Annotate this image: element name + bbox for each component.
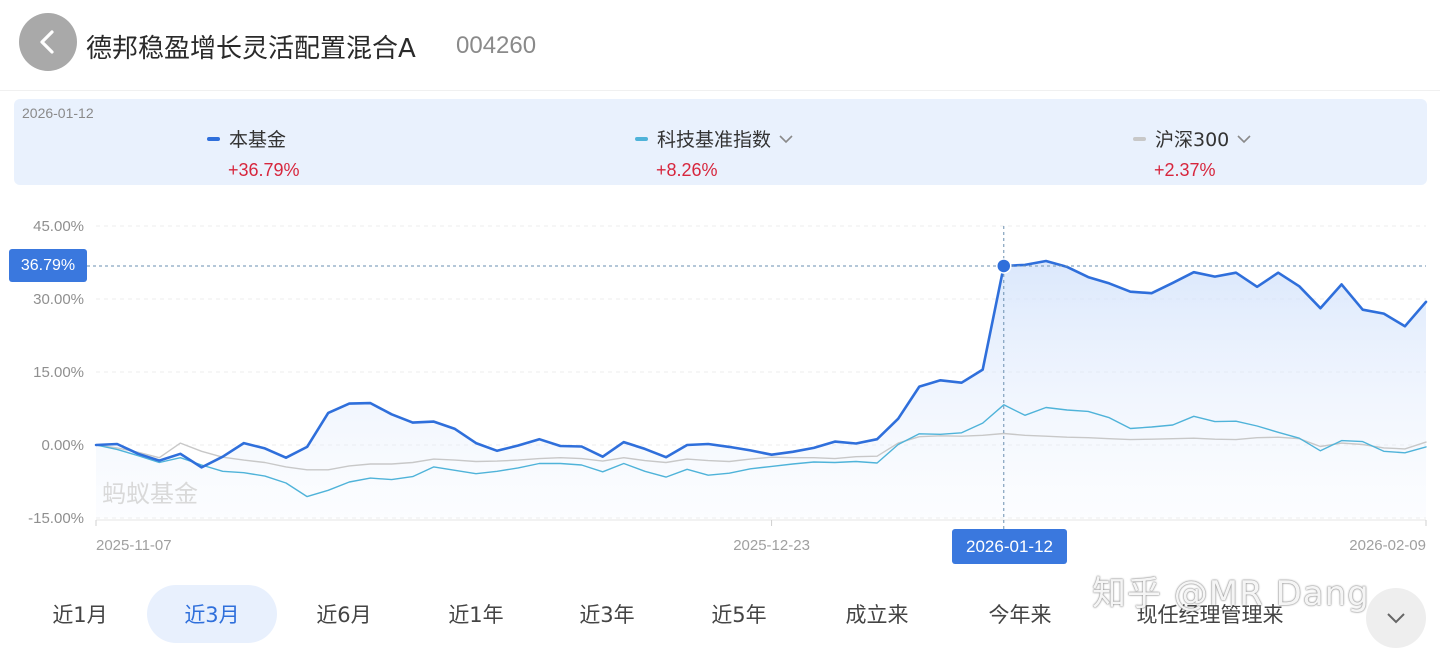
chevron-down-icon: [1387, 613, 1405, 624]
crosshair-date-label: 2026-01-12: [952, 529, 1067, 564]
chart-watermark: 蚂蚁基金: [102, 480, 198, 508]
x-tick-label: 2026-02-09: [1349, 537, 1426, 554]
y-tick-label: 15.00%: [33, 364, 84, 381]
tab-1y[interactable]: 近1年: [448, 603, 504, 627]
series-line-csi300: [95, 432, 1427, 471]
legend-label: 科技基准指数: [657, 129, 772, 151]
series-line-fund: [94, 259, 1428, 469]
crosshair-value-label: 36.79%: [9, 249, 87, 282]
legend-swatch: [207, 136, 220, 141]
tab-1m[interactable]: 近1月: [52, 603, 108, 627]
divider: [0, 90, 1440, 91]
y-tick-label: 0.00%: [41, 437, 84, 454]
legend-value: +2.37%: [1154, 160, 1216, 180]
legend-date: 2026-01-12: [22, 105, 94, 121]
fund-code: 004260: [456, 32, 537, 59]
tab-3y[interactable]: 近3年: [579, 603, 635, 627]
x-tick-label: 2025-12-23: [733, 537, 810, 554]
x-tick-label: 2025-11-07: [96, 537, 172, 554]
more-periods-button[interactable]: [1366, 588, 1426, 648]
back-button[interactable]: [19, 13, 77, 71]
legend-swatch: [1133, 136, 1146, 141]
y-tick-label: -15.00%: [28, 510, 84, 527]
legend-value: +8.26%: [656, 160, 718, 180]
legend-value: +36.79%: [228, 160, 300, 180]
chevron-left-icon: [40, 30, 54, 54]
legend-item-csi300[interactable]: 沪深300 +2.37%: [1133, 125, 1251, 181]
crosshair-point: [996, 258, 1012, 274]
tab-since-inception[interactable]: 成立来: [845, 603, 909, 627]
series-line-tech-benchmark: [95, 404, 1427, 498]
chevron-down-icon[interactable]: [779, 134, 793, 144]
legend-label: 本基金: [229, 129, 287, 151]
tab-ytd[interactable]: 今年来: [988, 603, 1052, 627]
fund-title: 德邦稳盈增长灵活配置混合A: [86, 34, 416, 64]
tab-current-manager[interactable]: 现任经理管理来: [1136, 603, 1284, 627]
legend-item-tech-benchmark[interactable]: 科技基准指数 +8.26%: [635, 125, 793, 181]
fund-area-fill: [96, 261, 1426, 518]
zhihu-watermark: 知乎 @MR Dang: [1092, 574, 1370, 614]
tab-3m[interactable]: 近3月: [147, 585, 277, 643]
y-tick-label: 30.00%: [33, 291, 84, 308]
chevron-down-icon[interactable]: [1237, 134, 1251, 144]
header-bar: 德邦稳盈增长灵活配置混合A 004260: [0, 0, 1440, 90]
y-tick-label: 45.00%: [33, 218, 84, 235]
tab-5y[interactable]: 近5年: [711, 603, 767, 627]
legend-label: 沪深300: [1155, 129, 1230, 151]
period-tabs: 近1月 近3月 近6月 近1年 近3年 近5年 成立来 今年来 现任经理管理来: [0, 580, 1440, 650]
tab-6m[interactable]: 近6月: [316, 603, 372, 627]
legend-panel: 2026-01-12 本基金 +36.79% 科技基准指数 +8.26% 沪深3…: [14, 99, 1427, 185]
legend-item-fund: 本基金 +36.79%: [207, 125, 300, 181]
legend-swatch: [635, 136, 648, 141]
